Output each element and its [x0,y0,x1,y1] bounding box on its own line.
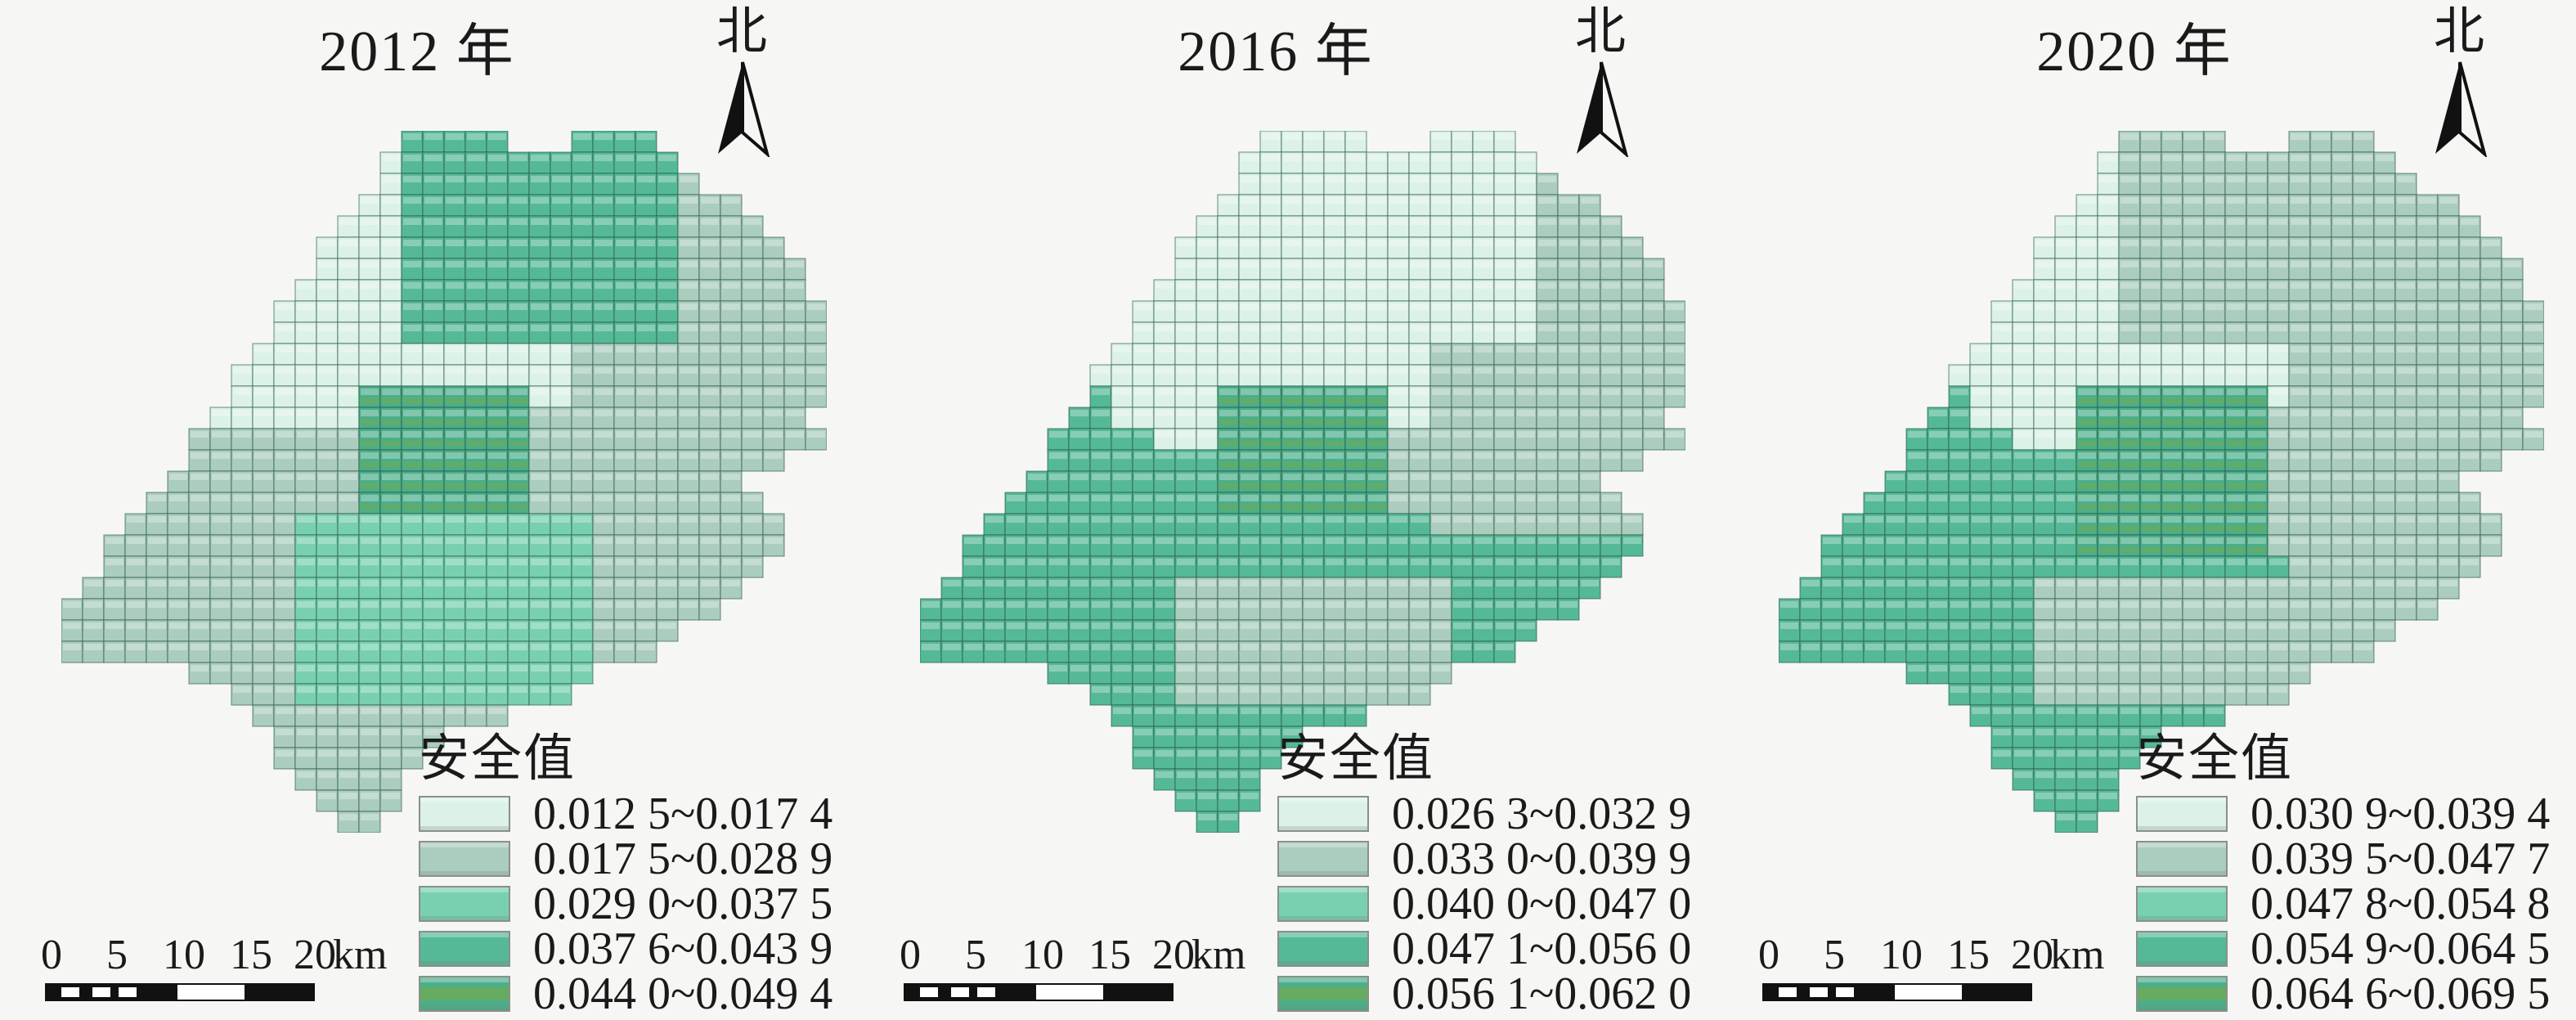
legend-item: 0.017 5~0.028 9 [419,834,926,884]
scale-tick: 20 [2011,932,2053,978]
legend-item: 0.047 8~0.054 8 [2136,878,2576,929]
legend-item: 0.054 9~0.064 5 [2136,923,2576,974]
scale-unit: km [333,932,388,978]
map-panel-2012: 2012 年 北 安全值 0.012 5~0.017 4 0.017 5~0.0… [0,0,859,1019]
north-indicator: 北 [2414,5,2504,157]
legend-label: 0.017 5~0.028 9 [533,833,833,884]
scale-tick: 0 [41,932,62,978]
legend-swatch-class2 [1277,840,1369,877]
legend-swatch-class1 [2136,795,2228,832]
panel-title: 2016 年 [1178,20,1374,83]
choropleth-grid [919,130,1686,834]
legend-title: 安全值 [1277,731,1435,787]
map-legend: 安全值 0.012 5~0.017 4 0.017 5~0.028 9 0.02… [419,730,926,1019]
scale-tick: 20 [294,932,336,978]
legend-item: 0.037 6~0.043 9 [419,923,926,974]
legend-item: 0.026 3~0.032 9 [1277,789,1784,839]
choropleth-map-2012 [61,130,828,834]
north-arrow-icon [2435,61,2488,157]
scale-bar: 0 5 10 15 20 km [41,931,503,1001]
scale-unit: km [1192,932,1246,978]
scale-unit: km [2050,932,2105,978]
legend-item: 0.039 5~0.047 7 [2136,834,2576,884]
legend-label: 0.040 0~0.047 0 [1392,878,1692,929]
legend-label: 0.029 0~0.037 5 [533,878,833,929]
legend-swatch-class3 [419,885,510,922]
legend-swatch-class2 [2136,840,2228,877]
scale-tick: 15 [1947,932,1990,978]
scale-tick: 5 [965,932,986,978]
scale-bar-labels: 0 5 10 15 20 km [1758,931,2220,978]
legend-swatch-class4 [1277,930,1369,967]
legend-swatch-class4 [2136,930,2228,967]
north-label: 北 [716,4,767,60]
scale-bar-labels: 0 5 10 15 20 km [900,931,1362,978]
scale-bar-graphic [904,983,1174,1001]
legend-swatch-class5 [419,975,510,1012]
legend-item: 0.047 1~0.056 0 [1277,923,1784,974]
legend-title: 安全值 [419,731,577,787]
legend-label: 0.047 8~0.054 8 [2251,878,2551,929]
legend-item: 0.044 0~0.049 4 [419,968,926,1019]
north-label: 北 [2433,4,2484,60]
scale-tick: 10 [1880,932,1923,978]
legend-item: 0.040 0~0.047 0 [1277,878,1784,929]
legend-label: 0.026 3~0.032 9 [1392,788,1692,839]
scale-bar-graphic [1762,983,2032,1001]
scale-tick: 10 [163,932,205,978]
north-indicator: 北 [1555,5,1645,157]
panel-title: 2012 年 [319,20,515,83]
map-legend: 安全值 0.026 3~0.032 9 0.033 0~0.039 9 0.04… [1277,730,1784,1019]
north-indicator: 北 [697,5,787,157]
choropleth-grid [1778,130,2545,834]
legend-swatch-class1 [1277,795,1369,832]
scale-tick: 5 [106,932,128,978]
legend-item: 0.029 0~0.037 5 [419,878,926,929]
legend-label: 0.056 1~0.062 0 [1392,968,1692,1019]
legend-swatch-class2 [419,840,510,877]
scale-bar-graphic [45,983,315,1001]
legend-swatch-class3 [2136,885,2228,922]
map-legend: 安全值 0.030 9~0.039 4 0.039 5~0.047 7 0.04… [2136,730,2576,1019]
scale-tick: 15 [230,932,272,978]
legend-swatch-class5 [2136,975,2228,1012]
legend-label: 0.044 0~0.049 4 [533,968,833,1019]
scale-tick: 20 [1152,932,1195,978]
legend-label: 0.039 5~0.047 7 [2251,833,2551,884]
legend-swatch-class5 [1277,975,1369,1012]
legend-label: 0.037 6~0.043 9 [533,923,833,974]
legend-swatch-class1 [419,795,510,832]
legend-item: 0.064 6~0.069 5 [2136,968,2576,1019]
legend-label: 0.054 9~0.064 5 [2251,923,2551,974]
scale-tick: 0 [900,932,921,978]
north-arrow-icon [718,61,770,157]
scale-bar: 0 5 10 15 20 km [900,931,1362,1001]
map-panel-2020: 2020 年 北 安全值 0.030 9~0.039 4 0.039 5~0.0… [1717,0,2576,1019]
panel-title: 2020 年 [2036,20,2233,83]
map-panel-2016: 2016 年 北 安全值 0.026 3~0.032 9 0.033 0~0.0… [859,0,1717,1019]
legend-title: 安全值 [2136,731,2294,787]
legend-item: 0.056 1~0.062 0 [1277,968,1784,1019]
legend-item: 0.030 9~0.039 4 [2136,789,2576,839]
legend-label: 0.012 5~0.017 4 [533,788,833,839]
legend-label: 0.064 6~0.069 5 [2251,968,2551,1019]
legend-label: 0.033 0~0.039 9 [1392,833,1692,884]
legend-label: 0.047 1~0.056 0 [1392,923,1692,974]
scale-tick: 5 [1824,932,1845,978]
scale-tick: 10 [1021,932,1064,978]
north-label: 北 [1574,4,1626,60]
scale-bar-labels: 0 5 10 15 20 km [41,931,503,978]
legend-swatch-class4 [419,930,510,967]
legend-swatch-class3 [1277,885,1369,922]
legend-label: 0.030 9~0.039 4 [2251,788,2551,839]
legend-item: 0.012 5~0.017 4 [419,789,926,839]
scale-bar: 0 5 10 15 20 km [1758,931,2220,1001]
choropleth-grid [61,130,828,834]
legend-item: 0.033 0~0.039 9 [1277,834,1784,884]
scale-tick: 0 [1758,932,1779,978]
scale-tick: 15 [1088,932,1131,978]
north-arrow-icon [1577,61,1629,157]
choropleth-map-2020 [1778,130,2545,834]
choropleth-map-2016 [919,130,1686,834]
